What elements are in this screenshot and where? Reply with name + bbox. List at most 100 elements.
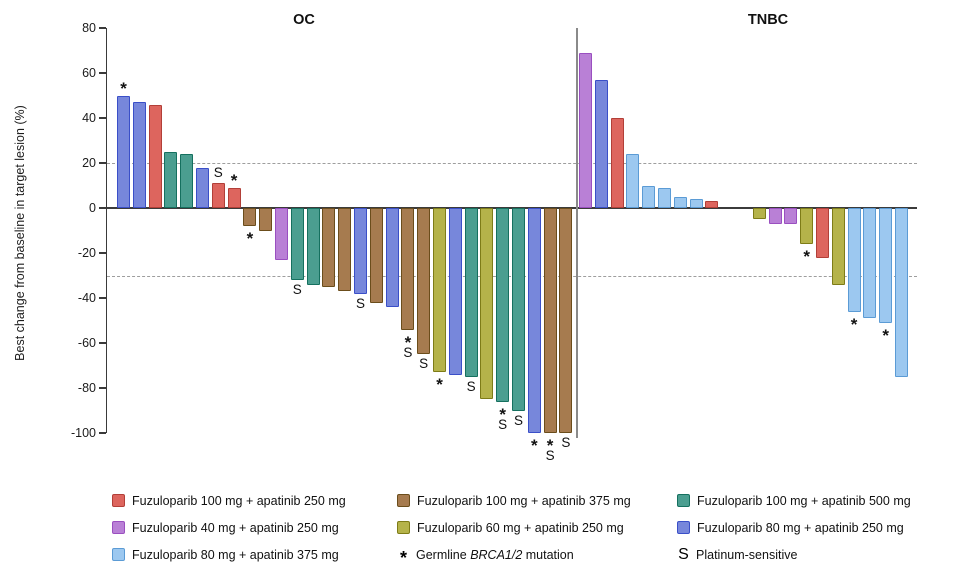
bar-oc-27 [527,208,541,433]
legend-item-purple: Fuzuloparib 40 mg + apatinib 250 mg [112,519,339,536]
bar-oc-7 [211,183,225,208]
red-swatch-icon [112,494,125,507]
platinum-sensitive-marker: S [513,412,523,428]
bar-tnbc-12 [752,208,766,220]
asterisk-marker-icon: * [399,548,407,568]
bar-oc-20 [417,208,431,355]
bar-tnbc-5 [642,185,656,208]
bar-tnbc-3 [610,118,624,208]
y-tick-mark [99,252,106,254]
bar-oc-16 [354,208,367,294]
legend-item-blueviolet: Fuzuloparib 80 mg + apatinib 250 mg [677,519,904,536]
purple-swatch-icon [112,521,125,534]
legend-label-part: mutation [522,547,574,562]
legend-item-brown: Fuzuloparib 100 mg + apatinib 375 mg [397,492,631,509]
bar-oc-15 [338,208,352,292]
y-tick-label--20: -20 [77,245,96,260]
y-tick-label-80: 80 [82,20,96,35]
bar-tnbc-19 [863,208,877,319]
bar-oc-5 [180,154,194,208]
y-tick-label--100: -100 [70,425,96,440]
y-tick-label-60: 60 [82,65,96,80]
bar-tnbc-18 [847,208,861,312]
legend-label-part: Platinum-sensitive [696,547,798,562]
bar-tnbc-8 [689,199,703,208]
brca-mutation-marker: * [230,170,238,190]
platinum-sensitive-marker: S [561,435,571,450]
bar-oc-2 [132,102,146,208]
y-tick-mark [99,342,106,344]
y-tick-mark [99,207,106,209]
bar-tnbc-4 [626,154,640,208]
bar-tnbc-7 [673,196,687,208]
bar-oc-25 [496,208,510,402]
legend-item-red: Fuzuloparib 100 mg + apatinib 250 mg [112,492,346,509]
y-tick-mark [99,387,106,389]
y-tick-mark [99,27,106,29]
teal-swatch-icon [677,494,690,507]
bar-oc-23 [464,208,478,377]
y-tick-label--80: -80 [77,380,96,395]
brca-mutation-marker: * [850,314,858,334]
y-tick-label--60: -60 [77,335,96,350]
bar-oc-11 [275,208,288,260]
bar-oc-10 [259,208,273,231]
platinum-sensitive-marker: S [355,295,365,311]
bar-tnbc-15 [800,208,814,244]
legend-label-part: BRCA1/2 [470,547,523,562]
bar-oc-29 [559,208,573,433]
bar-tnbc-2 [594,79,608,208]
legend-label: Germline BRCA1/2 mutation [416,548,574,562]
bar-tnbc-14 [784,208,798,224]
brca-mutation-marker: * [530,436,538,455]
bar-oc-26 [512,208,525,411]
bar-oc-9 [243,208,257,226]
brca-mutation-marker: * [803,247,810,266]
brca-mutation-marker: * [499,404,506,424]
lightblue-swatch-icon [112,548,125,561]
legend-label: Fuzuloparib 100 mg + apatinib 500 mg [697,493,911,508]
brca-mutation-marker: * [546,436,554,455]
legend-label: Fuzuloparib 40 mg + apatinib 250 mg [132,520,339,535]
bar-tnbc-16 [816,208,829,258]
bar-oc-8 [227,187,241,208]
brca-mutation-marker: * [882,325,889,345]
bar-tnbc-1 [579,52,592,208]
bar-oc-22 [448,208,462,375]
legend-item-platinum-marker: S Platinum-sensitive [677,546,797,563]
y-tick-label--40: -40 [77,290,96,305]
platinum-sensitive-marker: S [466,378,476,394]
platinum-sensitive-marker: S [419,356,429,372]
legend-item-olive: Fuzuloparib 60 mg + apatinib 250 mg [397,519,624,536]
bar-oc-4 [164,151,178,208]
bar-oc-24 [480,208,494,400]
legend-label: Fuzuloparib 80 mg + apatinib 250 mg [697,520,904,535]
platinum-sensitive-marker: S [292,282,302,297]
s-marker-icon: S [678,545,689,563]
blueviolet-swatch-icon [677,521,690,534]
y-tick-mark [99,117,106,119]
bar-oc-13 [306,208,320,285]
bar-tnbc-6 [658,187,671,208]
brca-mutation-marker: * [404,332,412,352]
bar-oc-19 [401,208,415,330]
bar-tnbc-9 [705,201,719,208]
brca-mutation-marker: * [246,229,254,248]
olive-swatch-icon [397,521,410,534]
group-title-oc: OC [293,12,315,28]
group-title-tnbc: TNBC [747,12,789,28]
y-tick-mark [99,432,106,434]
bar-tnbc-21 [895,208,908,377]
legend-label: Fuzuloparib 80 mg + apatinib 375 mg [132,547,339,562]
legend-label: Platinum-sensitive [696,548,797,562]
bar-oc-12 [290,208,304,280]
brca-mutation-marker: * [436,375,443,395]
platinum-sensitive-marker: S [498,416,508,432]
legend-label: Fuzuloparib 100 mg + apatinib 250 mg [132,493,346,508]
legend-label: Fuzuloparib 100 mg + apatinib 375 mg [417,493,631,508]
bar-tnbc-20 [879,208,893,323]
y-axis-line [105,28,107,433]
y-tick-mark [99,162,106,164]
platinum-sensitive-marker: S [403,344,413,360]
